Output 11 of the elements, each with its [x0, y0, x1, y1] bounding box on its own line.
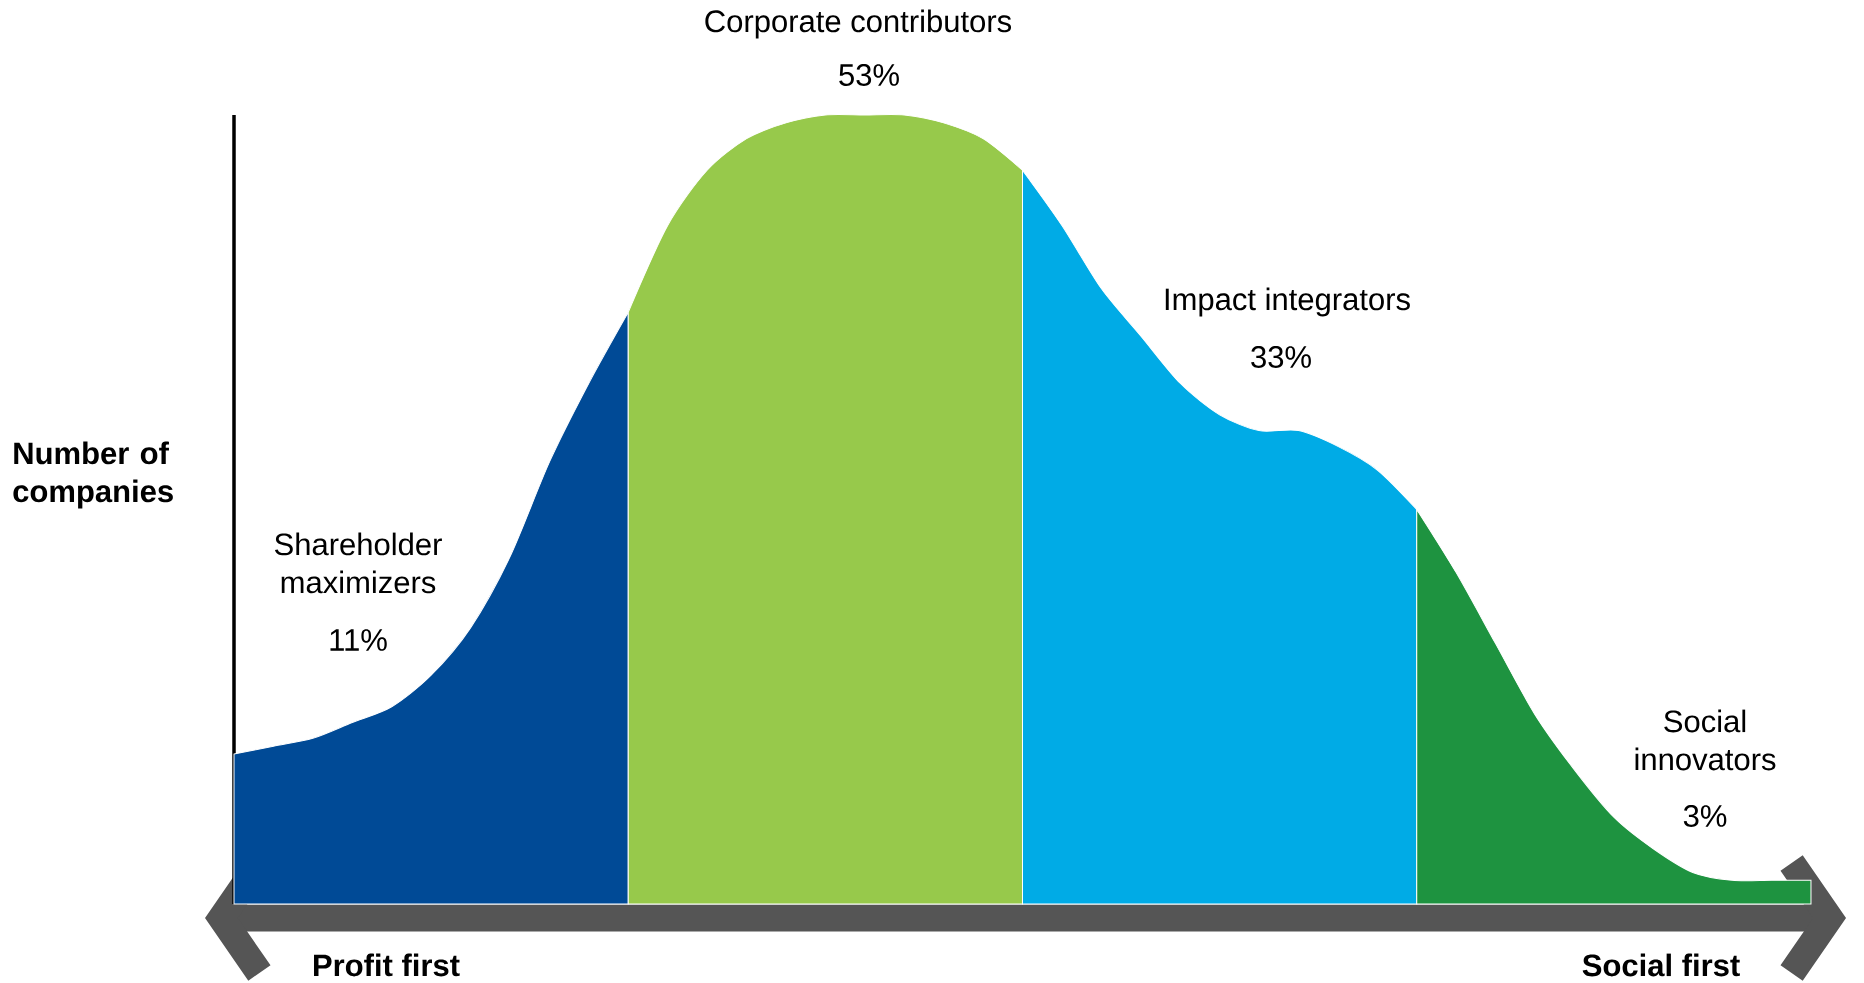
- annotation: 11%: [330, 629, 387, 651]
- series-label: Impact integrators: [1165, 287, 1410, 317]
- series-label: Social innovators: [1635, 709, 1776, 771]
- text: Profit first: [314, 953, 460, 977]
- text: Social first: [1582, 953, 1740, 977]
- y-axis-title: Number of companies: [13, 441, 173, 509]
- annotation: 33%: [1251, 346, 1311, 368]
- annotation: 3%: [1683, 805, 1727, 827]
- series-label: Shareholder maximizers: [274, 532, 442, 594]
- text: 53%: [839, 64, 899, 86]
- text: Corporate contributors: [705, 9, 1012, 39]
